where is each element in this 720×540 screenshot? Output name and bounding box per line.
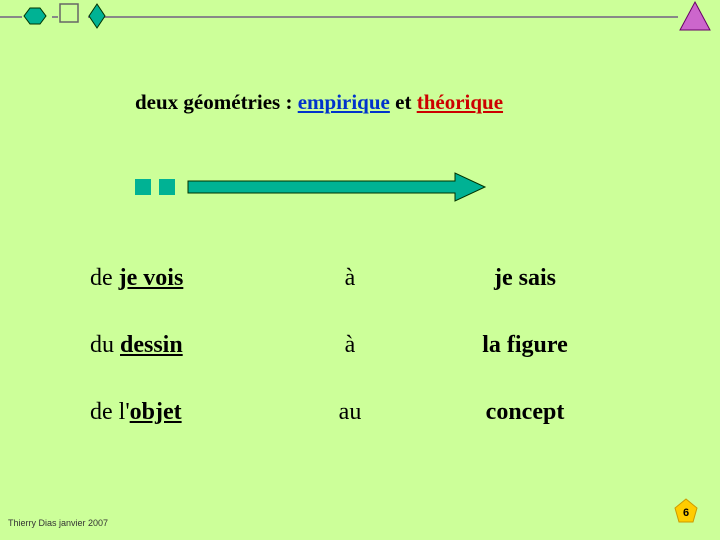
cell-right: je sais	[420, 265, 630, 292]
title-empirique: empirique	[298, 90, 390, 114]
triangle-icon	[680, 2, 710, 30]
cell-left: de je vois	[90, 265, 280, 292]
cell-pre: de l'	[90, 399, 130, 425]
slide-title: deux géométries : empirique et théorique	[135, 90, 503, 115]
cell-mid: à	[280, 265, 420, 292]
cell-left: du dessin	[90, 332, 280, 359]
cell-keyword: dessin	[120, 332, 183, 358]
header-shapes	[0, 0, 720, 40]
cell-pre: de	[90, 265, 119, 291]
footer-author: Thierry Dias janvier 2007	[8, 518, 108, 528]
square-outline-icon	[60, 4, 78, 22]
cell-mid: au	[280, 399, 420, 426]
cell-mid: à	[280, 332, 420, 359]
arrow-decoration	[135, 170, 515, 210]
title-theorique: théorique	[417, 90, 503, 114]
cell-pre: du	[90, 332, 120, 358]
deco-square-1	[135, 179, 151, 195]
title-mid: et	[390, 90, 417, 114]
table-row: de l'objet au concept	[90, 399, 630, 426]
page-number: 6	[683, 507, 689, 519]
table-row: du dessin à la figure	[90, 332, 630, 359]
cell-right: concept	[420, 399, 630, 426]
title-prefix: deux géométries :	[135, 90, 298, 114]
arrow-svg	[135, 170, 515, 205]
header-decoration	[0, 0, 720, 40]
cell-right: la figure	[420, 332, 630, 359]
deco-square-2	[159, 179, 175, 195]
arrow-right-icon	[188, 173, 485, 201]
table-row: de je vois à je sais	[90, 265, 630, 292]
cell-left: de l'objet	[90, 399, 280, 426]
transitions-table: de je vois à je sais du dessin à la figu…	[90, 265, 630, 466]
hexagon-icon	[24, 8, 46, 24]
cell-keyword: objet	[130, 399, 182, 425]
cell-keyword: je vois	[119, 265, 184, 291]
diamond-icon	[89, 4, 105, 28]
page-number-badge: 6	[672, 497, 700, 530]
